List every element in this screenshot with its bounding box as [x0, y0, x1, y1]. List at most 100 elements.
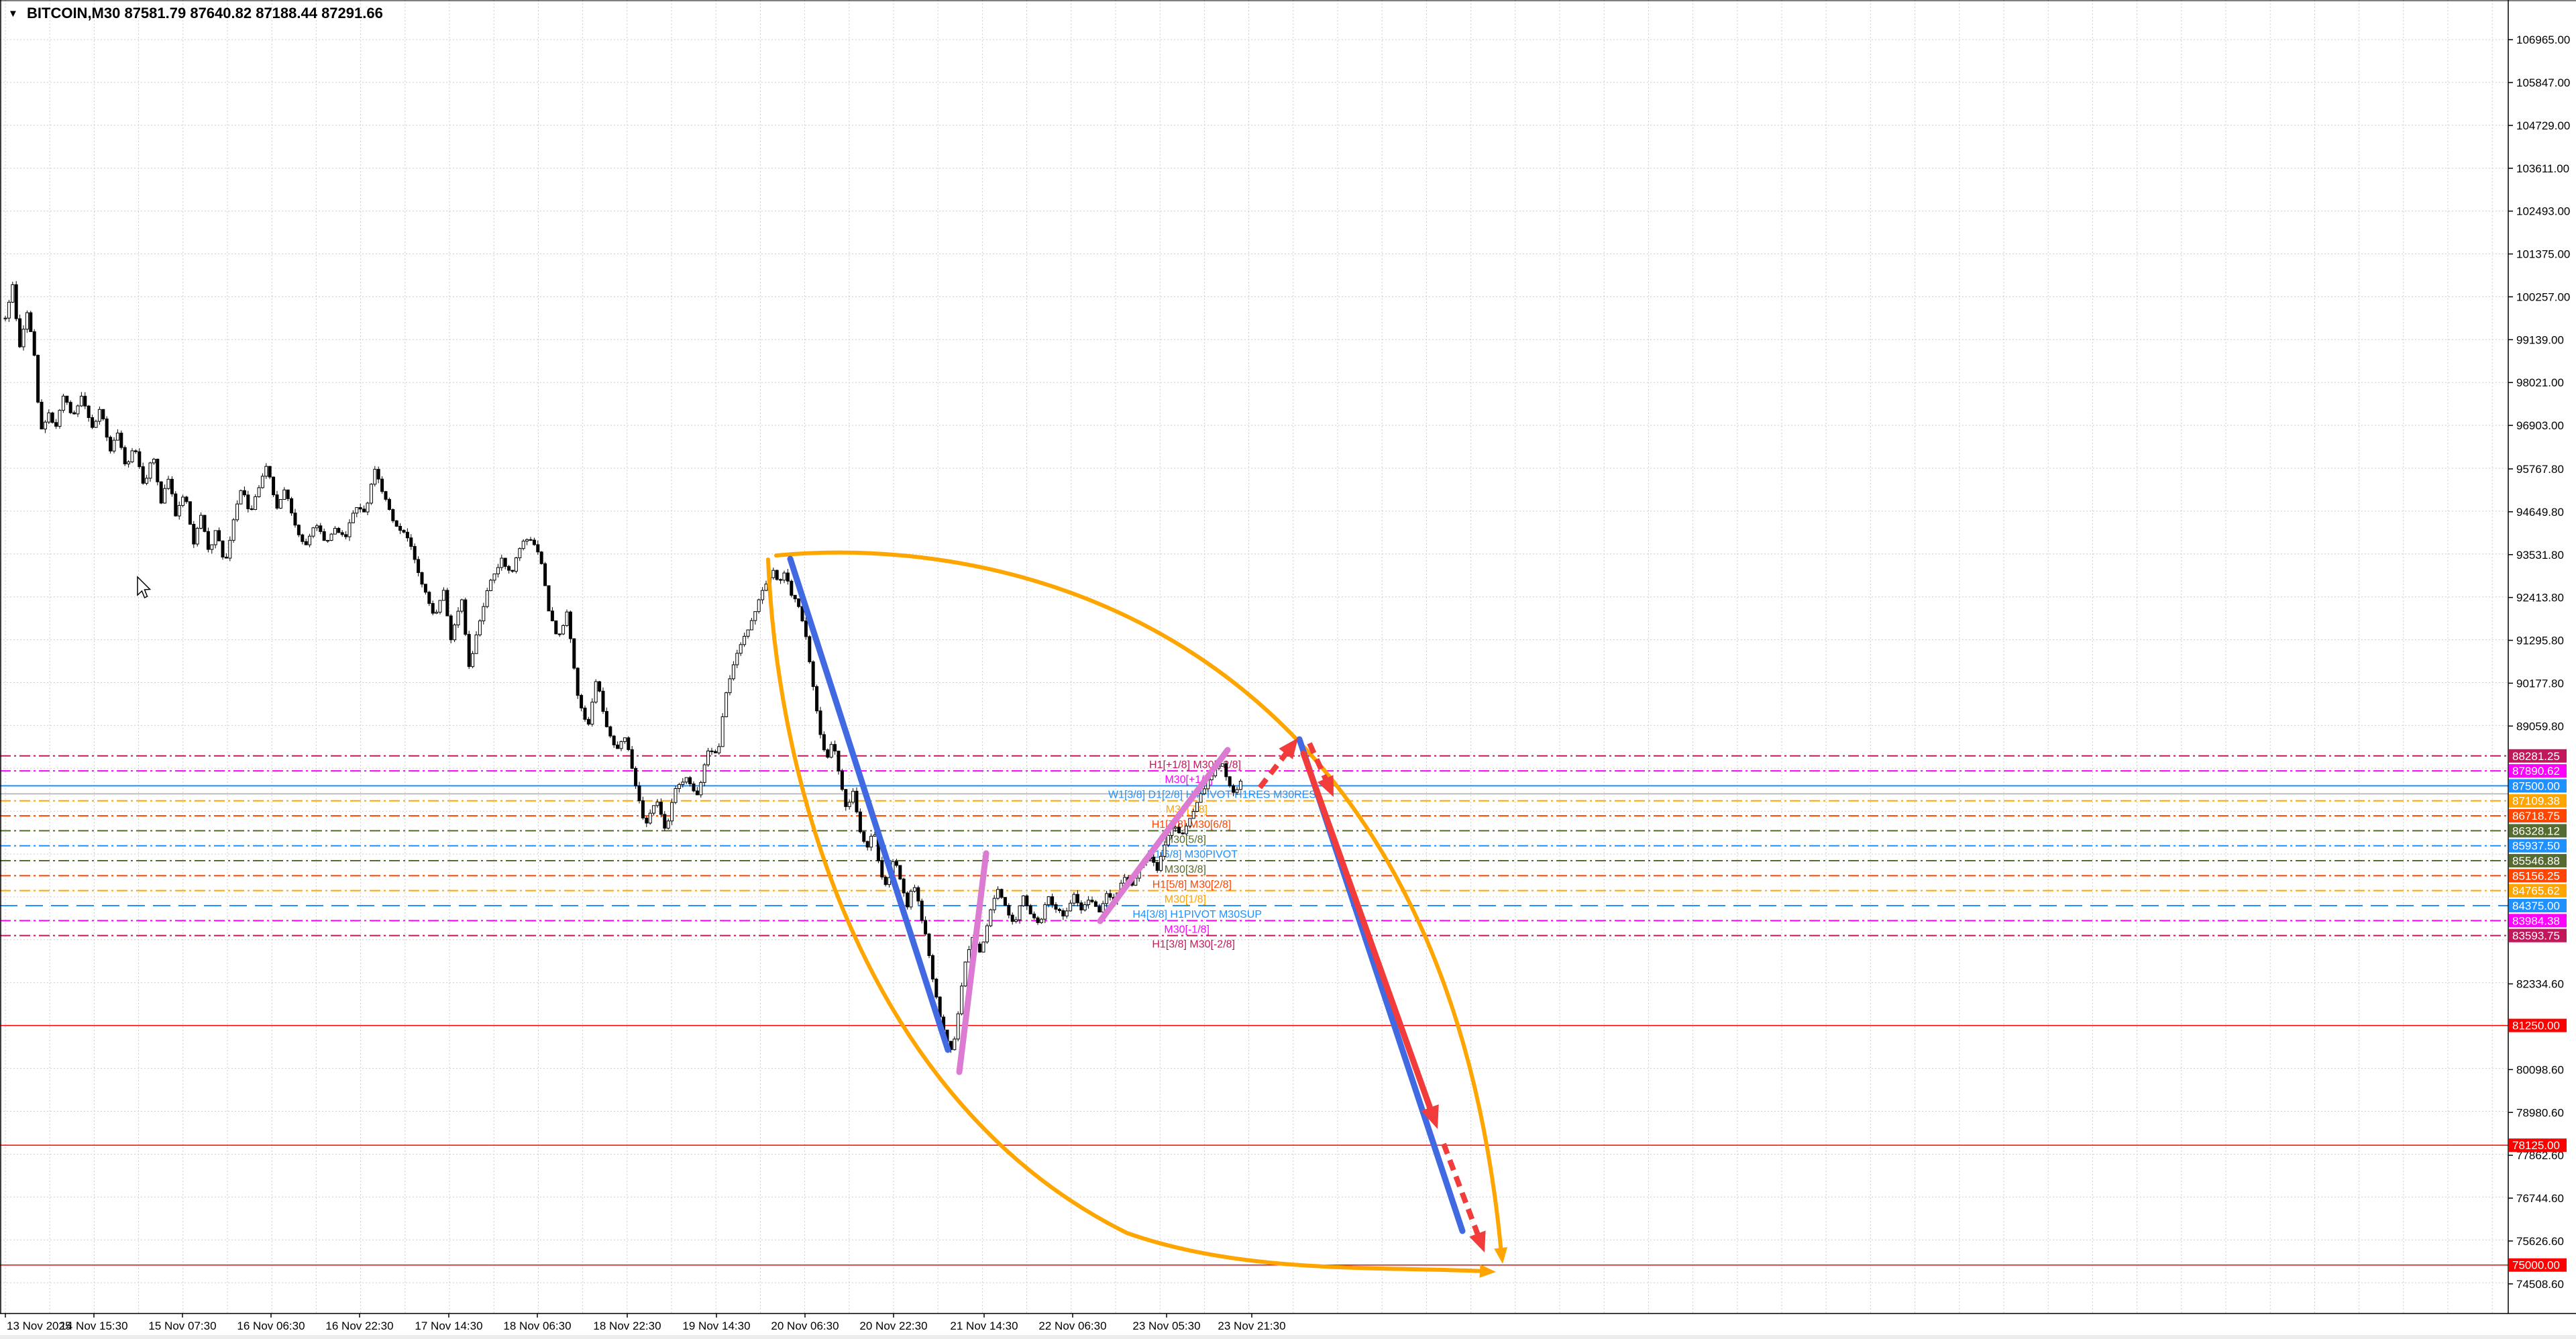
candle-body	[811, 661, 815, 687]
candle-body	[91, 417, 95, 428]
candle-body	[369, 484, 373, 504]
candle-body	[720, 716, 724, 747]
candle-body	[445, 590, 449, 617]
pivot-level-label: H1[5/8] M30[2/8]	[1152, 879, 1232, 890]
candle-body	[956, 1013, 960, 1040]
candle-body	[912, 887, 916, 892]
red-dashed-arrow[interactable]	[1307, 742, 1329, 782]
candle-body	[1159, 855, 1163, 871]
price-axis[interactable]	[2508, 0, 2576, 1339]
red-dashed-arrow[interactable]	[1257, 750, 1290, 790]
candle-body	[793, 594, 797, 600]
candle-body	[580, 695, 584, 708]
candle-body	[210, 544, 214, 550]
candle-body	[1057, 908, 1061, 911]
candle-body	[79, 396, 83, 407]
red-dashed-arrowhead[interactable]	[1317, 775, 1334, 797]
candle-body	[417, 559, 421, 574]
candle-body	[681, 782, 685, 785]
blue-trendline[interactable]	[787, 555, 951, 1053]
candle-body	[413, 546, 417, 560]
candle-body	[333, 528, 337, 535]
pink-trendline[interactable]	[956, 850, 989, 1075]
candle-body	[1199, 793, 1203, 803]
candle-body	[539, 551, 543, 564]
candle-body	[1101, 903, 1105, 913]
time-axis-label: 18 Nov 22:30	[593, 1320, 661, 1332]
candle-body	[1228, 776, 1232, 786]
gann-arc-upper-arrowhead[interactable]	[1494, 1246, 1508, 1264]
candle-body	[800, 606, 804, 622]
time-axis-label: 23 Nov 21:30	[1218, 1320, 1285, 1332]
candle-body	[916, 887, 920, 902]
gann-arc-lower-arrowhead[interactable]	[1479, 1264, 1496, 1278]
cursor-arrow-icon	[137, 576, 152, 599]
candle-body	[275, 494, 279, 509]
candle-body	[1163, 845, 1167, 857]
candle-body	[192, 523, 196, 545]
candle-body	[25, 312, 29, 330]
candle-body	[7, 301, 11, 319]
candle-body	[790, 580, 794, 596]
candle-body	[453, 625, 457, 641]
candle-body	[188, 501, 192, 525]
price-axis-label: 101375.00	[2516, 248, 2570, 261]
candle-body	[109, 437, 113, 451]
red-dashed-arrowhead[interactable]	[1279, 738, 1298, 759]
candle-body	[1032, 913, 1036, 918]
candle-body	[844, 789, 848, 807]
candle-body	[36, 355, 40, 403]
candle-body	[583, 707, 587, 720]
price-level-badge-text: 81250.00	[2512, 1020, 2560, 1032]
chart-dropdown-icon[interactable]: ▼	[8, 8, 18, 19]
candle-body	[511, 570, 515, 572]
candle-body	[623, 737, 627, 742]
gann-arc-lower[interactable]	[766, 557, 1490, 1273]
candle-body	[953, 1038, 957, 1051]
candle-body	[699, 782, 703, 796]
red-solid-arrow[interactable]	[1300, 750, 1434, 1114]
candle-body	[967, 949, 971, 963]
candle-body	[706, 750, 710, 765]
candle-body	[554, 620, 558, 635]
price-axis-label: 104729.00	[2516, 119, 2570, 132]
candle-body	[847, 802, 851, 807]
candle-body	[387, 498, 391, 511]
candle-body	[829, 744, 833, 758]
candle-body	[145, 478, 149, 484]
candle-body	[3, 317, 7, 319]
candle-body	[170, 478, 174, 494]
candle-body	[927, 933, 931, 956]
price-level-badge	[2509, 854, 2567, 868]
pink-trendline[interactable]	[1097, 747, 1231, 924]
candle-body	[782, 572, 786, 581]
candle-body	[500, 557, 504, 568]
price-level-badge-text: 88281.25	[2512, 750, 2560, 763]
red-dashed-arrowhead[interactable]	[1469, 1230, 1486, 1252]
price-level-badge-text: 87500.00	[2512, 780, 2560, 792]
candle-body	[72, 412, 76, 415]
red-solid-arrowhead[interactable]	[1421, 1104, 1439, 1129]
candle-body	[749, 620, 753, 631]
time-axis-label: 19 Nov 14:30	[682, 1320, 750, 1332]
time-axis-label: 13 Nov 2025	[7, 1320, 71, 1332]
price-axis-label: 102493.00	[2516, 205, 2570, 218]
candle-body	[536, 544, 540, 553]
gann-arc-upper[interactable]	[774, 550, 1503, 1255]
price-axis-label: 98021.00	[2516, 376, 2564, 389]
price-axis-label: 95767.80	[2516, 463, 2564, 476]
candle-body	[547, 585, 551, 612]
candle-body	[405, 531, 409, 539]
candle-body	[906, 892, 910, 908]
mouse-cursor	[137, 576, 152, 599]
price-axis-label: 93531.80	[2516, 549, 2564, 561]
candle-body	[822, 734, 826, 751]
candle-body	[996, 889, 1000, 899]
candle-body	[344, 534, 348, 537]
candle-body	[138, 451, 142, 468]
candle-body	[786, 572, 790, 582]
price-level-badge	[2509, 928, 2567, 943]
candle-body	[1010, 914, 1014, 922]
time-axis[interactable]	[0, 1314, 2576, 1339]
